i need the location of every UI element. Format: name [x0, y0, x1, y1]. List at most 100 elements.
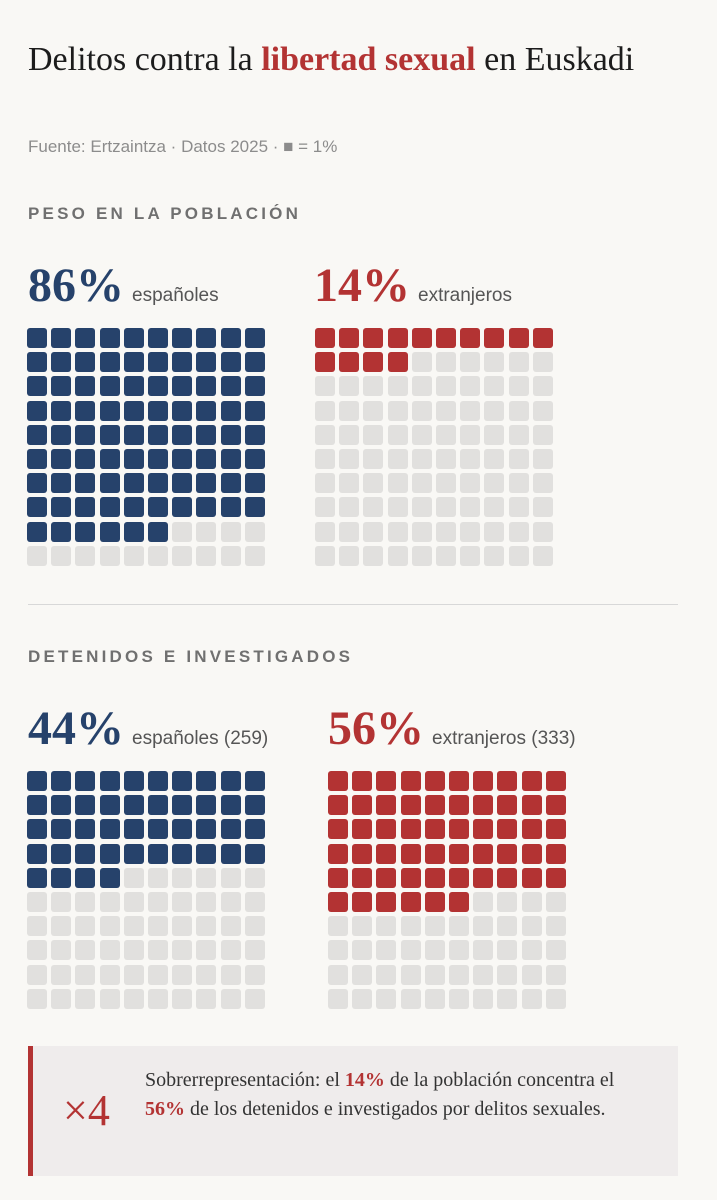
waffle-cell-empty — [123, 892, 144, 912]
waffle-cell-filled — [339, 352, 360, 373]
waffle-cell-filled — [75, 449, 96, 469]
waffle-cell-empty — [436, 449, 456, 469]
waffle-cell-filled — [424, 771, 445, 791]
waffle-cell-empty — [172, 916, 193, 937]
waffle-cell-filled — [27, 400, 47, 421]
section-divider — [28, 604, 678, 605]
waffle-cell-empty — [363, 424, 384, 445]
waffle-cell-filled — [400, 771, 421, 791]
waffle-cell-filled — [51, 521, 72, 542]
waffle-cell-empty — [411, 352, 432, 373]
waffle-cell-empty — [508, 449, 529, 469]
stat-pct-detainees-foreign: 56% — [328, 702, 424, 755]
waffle-cell-filled — [196, 843, 217, 864]
waffle-cell-empty — [220, 545, 241, 566]
waffle-cell-filled — [51, 819, 72, 840]
waffle-cell-filled — [220, 795, 241, 816]
waffle-cell-filled — [411, 328, 432, 348]
waffle-cell-filled — [148, 795, 168, 816]
waffle-cell-filled — [123, 795, 144, 816]
waffle-cell-filled — [123, 497, 144, 518]
waffle-cell-empty — [352, 916, 373, 937]
waffle-cell-filled — [75, 376, 96, 397]
title-text-after: en Euskadi — [475, 41, 635, 78]
section-label-detainees: DETENIDOS E INVESTIGADOS — [28, 647, 354, 666]
waffle-cell-empty — [387, 497, 408, 518]
waffle-cell-filled — [123, 400, 144, 421]
waffle-cell-empty — [545, 964, 566, 985]
waffle-cell-empty — [411, 400, 432, 421]
waffle-cell-empty — [75, 545, 96, 566]
waffle-cell-empty — [328, 940, 348, 961]
waffle-cell-filled — [51, 867, 72, 888]
waffle-cell-empty — [51, 545, 72, 566]
waffle-cell-empty — [387, 521, 408, 542]
waffle-population-spanish — [27, 328, 265, 566]
waffle-cell-empty — [123, 916, 144, 937]
waffle-cell-filled — [244, 328, 265, 348]
waffle-cell-filled — [27, 819, 47, 840]
waffle-cell-filled — [123, 473, 144, 494]
waffle-cell-filled — [148, 819, 168, 840]
waffle-cell-filled — [123, 449, 144, 469]
waffle-cell-empty — [460, 400, 481, 421]
waffle-cell-filled — [99, 352, 120, 373]
callout-box: ×4 Sobrerrepresentación: el 14% de la po… — [28, 1046, 678, 1176]
waffle-cell-empty — [484, 376, 505, 397]
waffle-cell-filled — [363, 352, 384, 373]
waffle-cell-filled — [75, 497, 96, 518]
waffle-cell-empty — [75, 916, 96, 937]
title-highlight: libertad sexual — [261, 41, 476, 78]
waffle-cell-empty — [27, 988, 47, 1009]
waffle-cell-filled — [473, 867, 494, 888]
waffle-cell-filled — [545, 819, 566, 840]
waffle-cell-empty — [532, 400, 553, 421]
waffle-cell-empty — [27, 940, 47, 961]
waffle-cell-empty — [123, 867, 144, 888]
waffle-cell-empty — [473, 964, 494, 985]
waffle-cell-filled — [521, 843, 542, 864]
stat-label-population-foreign: extranjeros — [418, 285, 512, 306]
waffle-cell-filled — [352, 819, 373, 840]
waffle-cell-filled — [376, 843, 397, 864]
chart-title: Delitos contra la libertad sexual en Eus… — [28, 38, 668, 82]
waffle-cell-filled — [220, 400, 241, 421]
waffle-cell-filled — [75, 424, 96, 445]
waffle-cell-filled — [99, 376, 120, 397]
waffle-cell-filled — [339, 328, 360, 348]
waffle-cell-empty — [75, 988, 96, 1009]
waffle-cell-filled — [172, 795, 193, 816]
waffle-cell-empty — [51, 892, 72, 912]
waffle-cell-filled — [51, 795, 72, 816]
waffle-cell-filled — [328, 819, 348, 840]
waffle-cell-empty — [363, 545, 384, 566]
waffle-cell-empty — [436, 521, 456, 542]
waffle-cell-empty — [363, 521, 384, 542]
waffle-cell-empty — [196, 940, 217, 961]
waffle-cell-filled — [328, 795, 348, 816]
waffle-cell-filled — [196, 497, 217, 518]
waffle-cell-filled — [99, 867, 120, 888]
waffle-cell-empty — [99, 916, 120, 937]
waffle-cell-filled — [449, 771, 469, 791]
waffle-cell-filled — [521, 795, 542, 816]
waffle-cell-filled — [400, 795, 421, 816]
waffle-cell-empty — [328, 916, 348, 937]
waffle-cell-filled — [27, 449, 47, 469]
waffle-cell-empty — [532, 424, 553, 445]
waffle-cell-filled — [51, 843, 72, 864]
waffle-cell-empty — [51, 916, 72, 937]
waffle-cell-filled — [497, 867, 518, 888]
waffle-cell-empty — [99, 892, 120, 912]
waffle-cell-empty — [315, 545, 335, 566]
waffle-cell-filled — [148, 843, 168, 864]
waffle-cell-filled — [497, 795, 518, 816]
waffle-cell-filled — [148, 449, 168, 469]
waffle-cell-filled — [148, 376, 168, 397]
stat-detainees-foreign: 56% extranjeros (333) — [328, 701, 576, 757]
waffle-cell-empty — [411, 473, 432, 494]
waffle-cell-empty — [172, 867, 193, 888]
waffle-cell-filled — [376, 819, 397, 840]
waffle-cell-filled — [99, 449, 120, 469]
waffle-cell-empty — [244, 916, 265, 937]
